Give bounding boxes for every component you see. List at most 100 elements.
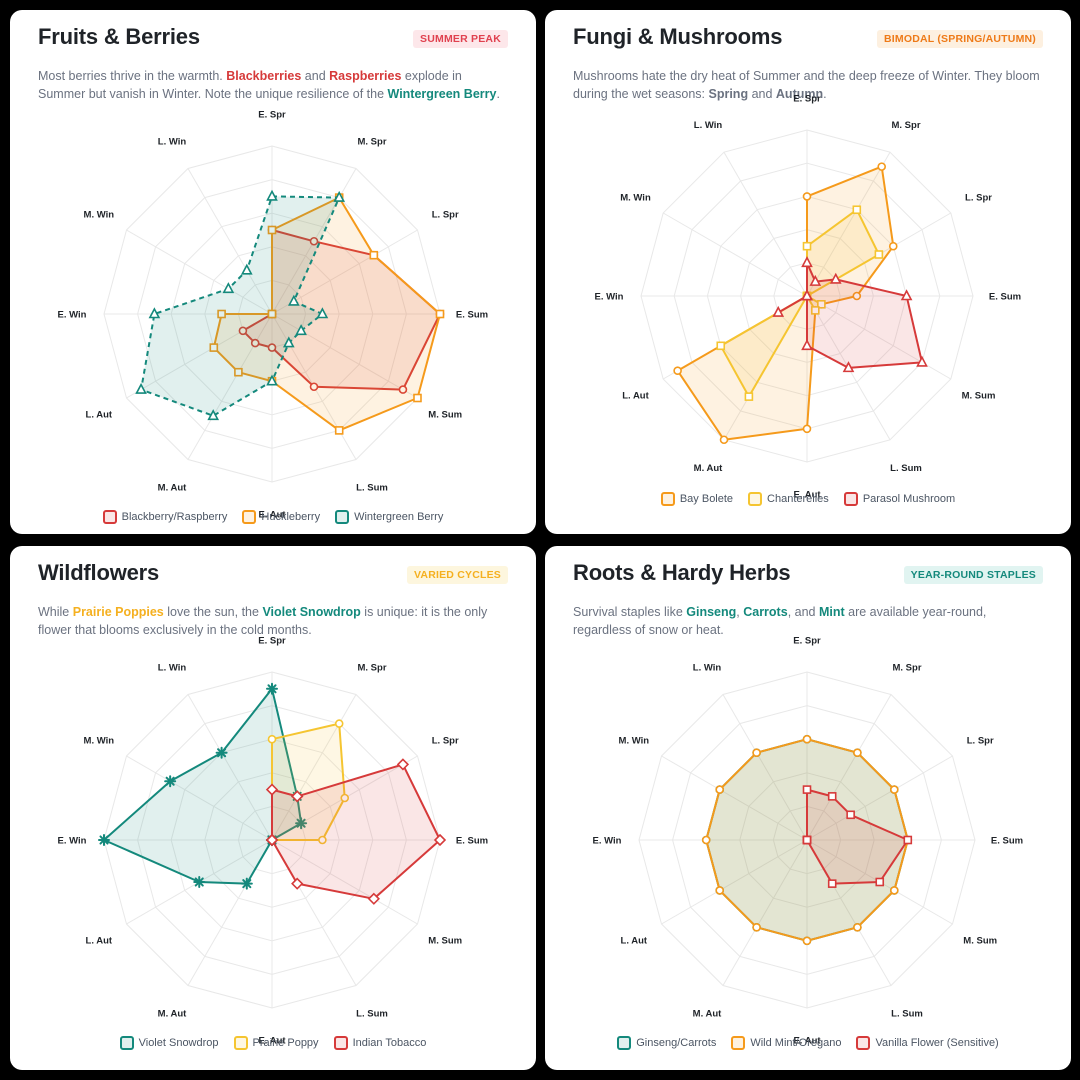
series-area-huckleberry xyxy=(212,196,441,432)
axis-label-l-sum: L. Sum xyxy=(356,1009,388,1020)
legend-swatch xyxy=(335,510,350,524)
description-segment: Blackberries xyxy=(226,69,302,83)
data-point-l-spr xyxy=(396,758,410,771)
legend-swatch xyxy=(731,1036,746,1050)
description-segment: , xyxy=(736,605,744,619)
description-segment: Carrots xyxy=(743,605,788,619)
legend-item-parasol-mushroom[interactable]: Parasol Mushroom xyxy=(843,492,956,506)
grid-spoke xyxy=(126,229,273,315)
legend-item-bay-bolete[interactable]: Bay Bolete xyxy=(660,492,733,506)
legend-item-wild-mint-oregano[interactable]: Wild Mint/Oregano xyxy=(731,1036,841,1050)
legend-item-prairie-poppy[interactable]: Prairie Poppy xyxy=(233,1036,319,1050)
grid-spoke xyxy=(722,694,808,841)
data-point-m-sum xyxy=(413,393,422,403)
grid-spoke xyxy=(271,313,418,399)
axis-label-m-sum: M. Sum xyxy=(962,391,996,402)
chart-legend: Ginseng/Carrots Wild Mint/Oregano Vanilla … xyxy=(545,1036,1071,1050)
legend-label: Chanterelles xyxy=(767,493,829,505)
data-point-l-sum xyxy=(334,426,344,435)
data-point-m-spr xyxy=(809,274,822,286)
description-segment: , and xyxy=(787,605,819,619)
grid-spoke xyxy=(806,151,891,297)
legend-swatch xyxy=(843,492,858,506)
axis-label-e-aut: E. Aut xyxy=(258,1036,286,1047)
description-segment: Wintergreen Berry xyxy=(387,87,497,101)
legend-item-ginseng-carrots[interactable]: Ginseng/Carrots xyxy=(617,1036,716,1050)
axis-label-m-spr: M. Spr xyxy=(357,136,386,147)
description-segment: is unique: it is the only flower that bl… xyxy=(38,605,488,637)
data-point-m-spr xyxy=(827,792,837,801)
data-point-e-sum xyxy=(318,835,327,845)
axis-label-l-spr: L. Spr xyxy=(432,736,459,747)
data-point-m-sum xyxy=(916,355,928,367)
data-point-l-sum xyxy=(842,361,855,373)
data-point-e-sum xyxy=(903,835,913,845)
data-point-l-win xyxy=(240,263,253,275)
axis-label-e-sum: E. Sum xyxy=(456,310,488,321)
legend-label: Parasol Mushroom xyxy=(862,493,956,505)
data-point-e-spr xyxy=(265,783,279,796)
data-point-m-aut xyxy=(234,367,243,377)
description-segment: Survival staples like xyxy=(573,605,687,619)
description-segment: Spring xyxy=(708,87,749,101)
axis-label-e-sum: E. Sum xyxy=(991,836,1023,847)
data-point-l-spr xyxy=(874,250,884,259)
legend-item-chanterelles[interactable]: Chanterelles xyxy=(748,492,829,506)
data-point-m-win xyxy=(222,282,235,294)
grid-spoke xyxy=(271,839,418,925)
axis-label-e-aut: E. Aut xyxy=(258,510,286,521)
legend-item-huckleberry[interactable]: Huckleberry xyxy=(242,510,320,524)
legend-item-indian-tobacco[interactable]: Indian Tobacco xyxy=(333,1036,426,1050)
data-point-e-spr xyxy=(802,734,812,744)
data-point-m-spr xyxy=(334,719,344,728)
data-point-e-aut xyxy=(802,424,812,434)
data-point-m-sum xyxy=(817,299,826,309)
card-title: Wildflowers xyxy=(38,560,160,585)
data-point-l-spr xyxy=(889,785,899,794)
description-segment: . xyxy=(496,87,500,101)
description-segment: . xyxy=(823,87,827,101)
axis-label-e-sum: E. Sum xyxy=(989,292,1021,303)
legend-item-violet-snowdrop[interactable]: Violet Snowdrop xyxy=(119,1036,219,1050)
data-point-l-spr xyxy=(829,272,842,284)
legend-item-wintergreen-berry[interactable]: Wintergreen Berry xyxy=(335,510,443,524)
grid-spoke xyxy=(661,839,808,925)
description-segment: Ginseng xyxy=(686,605,737,619)
data-point-m-aut xyxy=(207,409,220,421)
axis-label-e-win: E. Win xyxy=(593,836,622,847)
season-badge: SUMMER PEAK xyxy=(413,30,508,48)
axis-label-e-win: E. Win xyxy=(595,292,624,303)
data-point-m-spr xyxy=(333,190,346,202)
description-segment: Prairie Poppies xyxy=(72,605,164,619)
grid-spoke xyxy=(187,313,273,460)
data-point-e-sum xyxy=(852,291,862,301)
wildflowers-card: Wildflowers VARIED CYCLES While Prairie … xyxy=(10,546,536,1070)
data-point-l-sum xyxy=(291,877,304,890)
data-point-m-win xyxy=(164,775,177,788)
grid-spoke xyxy=(722,839,808,986)
data-point-l-sum xyxy=(309,382,319,392)
data-point-e-aut xyxy=(801,339,813,351)
axis-label-e-aut: E. Aut xyxy=(793,490,821,501)
legend-item-blackberry-raspberry[interactable]: Blackberry/Raspberry xyxy=(102,510,227,524)
data-point-l-spr xyxy=(287,294,300,306)
axis-label-l-sum: L. Sum xyxy=(890,463,922,474)
axis-label-m-spr: M. Spr xyxy=(892,662,921,673)
data-point-l-sum xyxy=(810,306,820,315)
radar-chart: E. Spr M. Spr L. Spr E. Sum M. Sum L. Sum E. A… xyxy=(58,110,489,521)
grid-spoke xyxy=(662,212,808,297)
description-segment: Violet Snowdrop xyxy=(262,605,361,619)
legend-swatch xyxy=(748,492,763,506)
series-parasol-mushroom xyxy=(772,256,928,373)
legend-swatch xyxy=(856,1036,871,1050)
axis-label-l-aut: L. Aut xyxy=(622,391,649,402)
series-area-violet-snowdrop xyxy=(103,687,303,885)
description-segment: Mint xyxy=(818,605,845,619)
data-point-l-spr xyxy=(340,793,350,803)
radar-chart: E. Spr M. Spr L. Spr E. Sum M. Sum L. Sum E. A… xyxy=(58,636,489,1047)
axis-label-m-sum: M. Sum xyxy=(428,936,462,947)
data-point-m-aut xyxy=(250,338,260,348)
data-point-m-aut xyxy=(240,877,253,890)
data-point-l-spr xyxy=(295,817,308,830)
legend-item-vanilla-flower-sensitive[interactable]: Vanilla Flower (Sensitive) xyxy=(856,1036,999,1050)
